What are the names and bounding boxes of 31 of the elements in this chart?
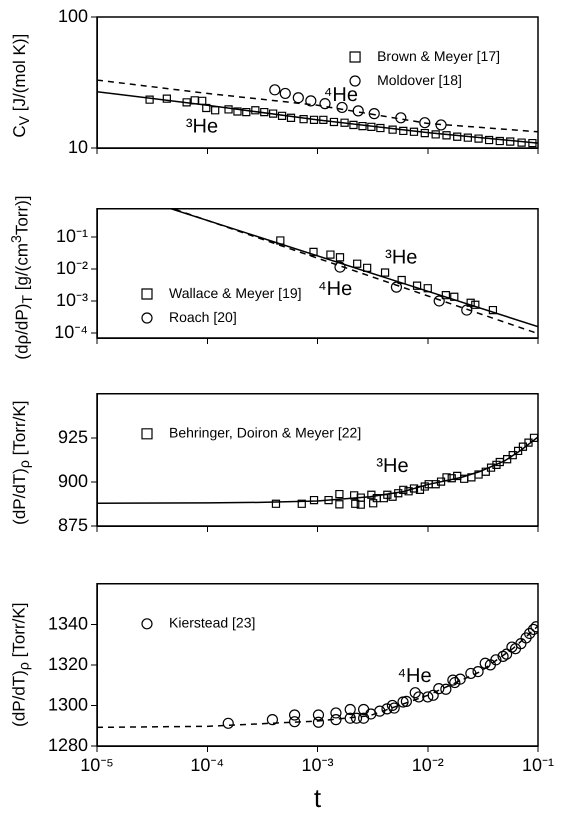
y-tick-label: 900 (58, 470, 88, 491)
x-tick-label: 10⁻⁵ (80, 754, 114, 775)
y-tick-label: 10⁻³ (56, 290, 88, 310)
legend-label: Wallace & Meyer [19] (169, 284, 302, 301)
y-tick-label: 1320 (48, 654, 88, 674)
y-tick-label: 10⁻⁴ (54, 322, 88, 342)
y-tick-label: 875 (58, 514, 88, 535)
annotation: ⁴He (397, 664, 432, 687)
x-tick-label: 10⁻² (412, 754, 444, 775)
x-axis-title: t (312, 783, 322, 813)
annotation: ³He (376, 455, 409, 478)
y-tick-label: 1280 (48, 734, 88, 755)
y-tick-label: 10 (68, 136, 88, 157)
legend-label: Brown & Meyer [17] (377, 48, 500, 64)
annotation: ³He (385, 246, 418, 268)
legend-label: Kierstead [23] (169, 614, 256, 631)
x-tick-label: 10⁻³ (301, 754, 334, 775)
annotation: ³He (186, 116, 218, 138)
y-tick-label: 10⁻¹ (56, 226, 88, 246)
legend-label: Behringer, Doiron & Meyer [22] (169, 424, 362, 441)
y-tick-label: 1300 (48, 694, 88, 714)
y-tick-label: 1340 (48, 613, 88, 634)
x-tick-label: 10⁻¹ (522, 754, 554, 775)
x-tick-label: 10⁻⁴ (190, 754, 224, 775)
legend-label: Moldover [18] (377, 72, 462, 88)
legend-label: Roach [20] (169, 308, 237, 325)
y-tick-label: 925 (58, 426, 88, 447)
annotation: ⁴He (318, 278, 352, 300)
y-tick-label: 10⁻² (56, 258, 88, 278)
y-tick-label: 100 (58, 6, 88, 26)
annotation: ⁴He (324, 84, 358, 106)
